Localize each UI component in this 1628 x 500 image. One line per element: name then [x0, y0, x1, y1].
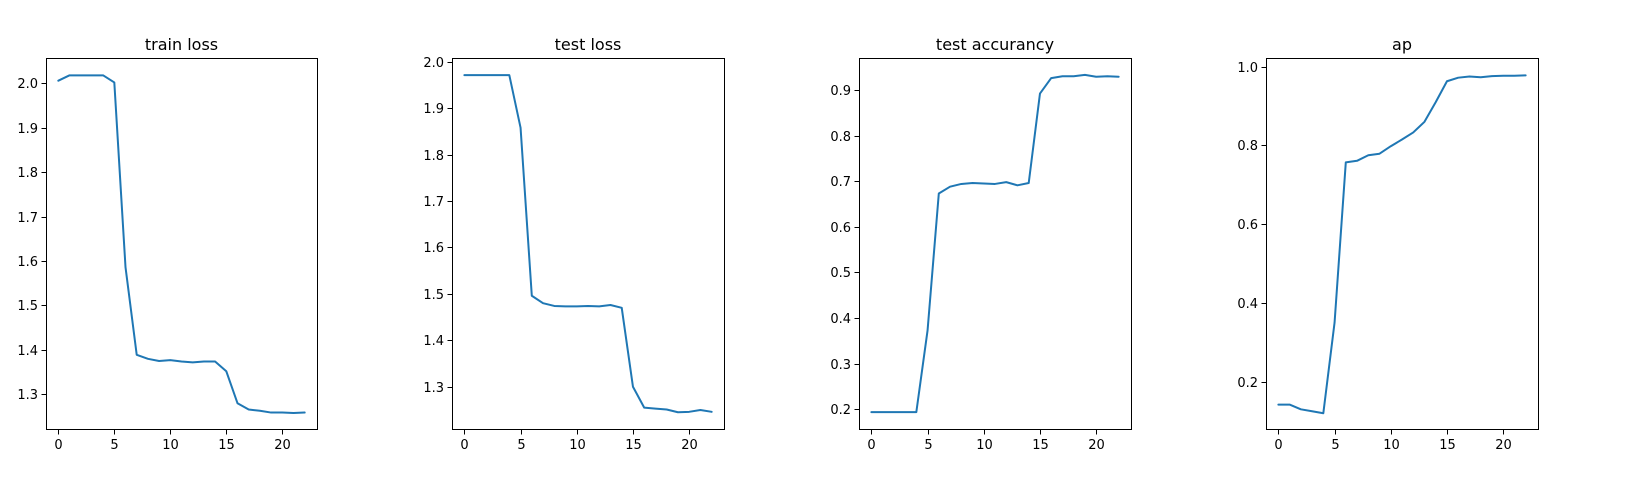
y-tick-label: 0.9: [830, 84, 851, 99]
x-tick-label: 20: [1495, 438, 1512, 453]
y-tick-label: 0.8: [830, 130, 851, 145]
axes-frame: [859, 58, 1132, 430]
y-tick-label: 1.9: [17, 122, 38, 137]
y-tick-label: 1.4: [17, 344, 38, 359]
y-tick-label: 0.2: [1237, 376, 1258, 391]
y-tick-label: 1.7: [423, 195, 444, 210]
chart-title: ap: [1392, 35, 1412, 54]
axes-frame: [1266, 58, 1539, 430]
y-tick-label: 1.3: [423, 381, 444, 396]
chart-title: test accurancy: [936, 35, 1054, 54]
x-tick-label: 5: [110, 438, 118, 453]
x-tick-label: 10: [1383, 438, 1400, 453]
series-line: [57, 74, 306, 414]
y-tick-label: 0.7: [830, 175, 851, 190]
chart-panel-2: 0 5 10 15 20 1.3 1.4 1.5 1.6 1.7 1.8 1.9 2.0 test los…: [423, 35, 725, 453]
y-tick-label: 1.8: [17, 166, 38, 181]
axes-frame: [452, 58, 725, 430]
x-tick-label: 10: [569, 438, 586, 453]
x-tick-label: 20: [274, 438, 291, 453]
y-tick-label: 1.6: [423, 241, 444, 256]
y-tick-label: 1.6: [17, 255, 38, 270]
y-tick-label: 0.5: [830, 266, 851, 281]
x-tick-label: 0: [867, 438, 875, 453]
x-tick-label: 0: [54, 438, 62, 453]
x-tick-label: 15: [1032, 438, 1049, 453]
chart-title: test loss: [555, 35, 622, 54]
y-tick-label: 0.6: [1237, 218, 1258, 233]
chart-panel-1: 0 5 10 15 20 1.3 1.4 1.5 1.6 1.7 1.8 1.9 2.0 train lo…: [17, 35, 318, 453]
y-tick-label: 1.3: [17, 388, 38, 403]
chart-title: train loss: [145, 35, 218, 54]
axes-frame: [46, 58, 318, 430]
y-tick-label: 1.0: [1237, 61, 1258, 76]
y-tick-label: 2.0: [423, 56, 444, 71]
x-tick-label: 20: [1088, 438, 1105, 453]
y-tick-label: 2.0: [17, 77, 38, 92]
y-tick-label: 0.8: [1237, 139, 1258, 154]
y-tick-label: 1.9: [423, 102, 444, 117]
y-tick-label: 1.8: [423, 149, 444, 164]
y-tick-label: 1.5: [17, 299, 38, 314]
x-tick-label: 0: [460, 438, 468, 453]
series-line: [463, 74, 713, 414]
y-tick-label: 0.2: [830, 403, 851, 418]
x-tick-label: 5: [517, 438, 525, 453]
y-tick-label: 0.4: [830, 312, 851, 327]
x-tick-label: 10: [162, 438, 179, 453]
y-tick-label: 1.7: [17, 211, 38, 226]
x-tick-label: 0: [1274, 438, 1282, 453]
chart-panel-3: 0 5 10 15 20 0.2 0.3 0.4 0.5 0.6 0.7 0.8 0.9 test acc…: [830, 35, 1132, 453]
x-tick-label: 15: [625, 438, 642, 453]
x-tick-label: 15: [1439, 438, 1456, 453]
series-line: [870, 73, 1120, 414]
y-tick-label: 1.4: [423, 334, 444, 349]
chart-panel-4: 0 5 10 15 20 0.2 0.4 0.6 0.8 1.0 ap: [1237, 35, 1539, 453]
x-tick-label: 5: [1331, 438, 1339, 453]
y-tick-label: 0.3: [830, 358, 851, 373]
y-tick-label: 1.5: [423, 288, 444, 303]
x-tick-label: 10: [976, 438, 993, 453]
x-tick-label: 20: [681, 438, 698, 453]
series-line: [1277, 74, 1527, 415]
y-tick-label: 0.6: [830, 221, 851, 236]
y-tick-label: 0.4: [1237, 297, 1258, 312]
x-tick-label: 5: [924, 438, 932, 453]
x-tick-label: 15: [218, 438, 235, 453]
